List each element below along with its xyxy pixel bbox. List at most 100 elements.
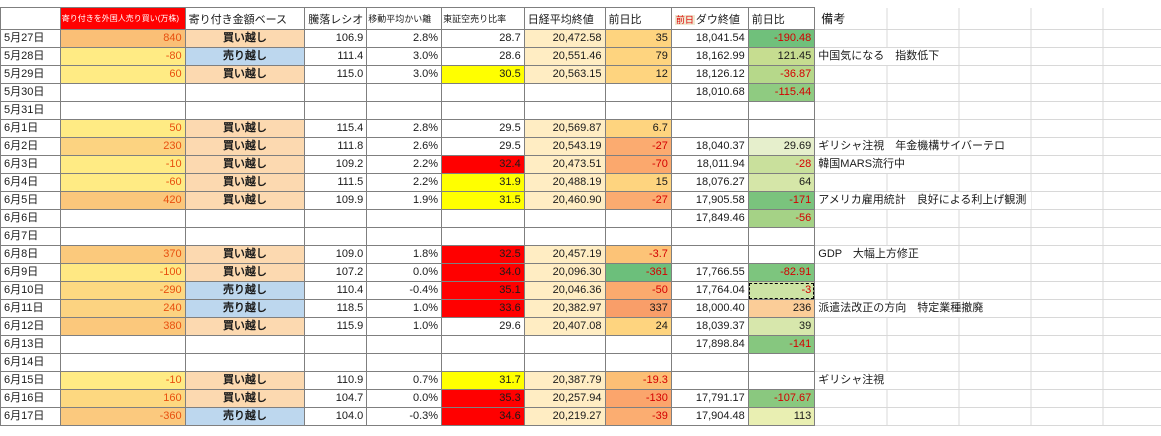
cell-nikkei[interactable]: 20,046.36 bbox=[524, 282, 605, 300]
header-foreign-flow[interactable]: 寄り付きを外国人売り買い(万株) bbox=[60, 8, 185, 30]
cell-nikkei[interactable]: 20,460.90 bbox=[524, 192, 605, 210]
cell-flow[interactable]: -60 bbox=[60, 174, 185, 192]
cell-nikkei[interactable] bbox=[524, 228, 605, 246]
cell-nikkei[interactable]: 20,563.15 bbox=[524, 66, 605, 84]
cell-nikkei[interactable] bbox=[524, 84, 605, 102]
cell-flow[interactable]: 50 bbox=[60, 120, 185, 138]
cell-date[interactable]: 6月13日 bbox=[1, 336, 61, 354]
cell-ddiff[interactable]: -171 bbox=[748, 192, 815, 210]
cell-flow[interactable]: 60 bbox=[60, 66, 185, 84]
cell-nikkei[interactable] bbox=[524, 336, 605, 354]
cell-short[interactable]: 33.6 bbox=[442, 300, 525, 318]
cell-ddiff[interactable]: -3 bbox=[748, 282, 815, 300]
cell-remark[interactable] bbox=[815, 228, 1161, 246]
cell-remark[interactable] bbox=[815, 174, 1161, 192]
cell-ddiff[interactable] bbox=[748, 372, 815, 390]
cell-flow[interactable]: 370 bbox=[60, 246, 185, 264]
header-date[interactable] bbox=[1, 8, 61, 30]
cell-ma_dev[interactable]: -0.3% bbox=[367, 408, 442, 426]
cell-ratio[interactable]: 110.9 bbox=[305, 372, 367, 390]
cell-nikkei[interactable]: 20,473.51 bbox=[524, 156, 605, 174]
cell-date[interactable]: 6月2日 bbox=[1, 138, 61, 156]
cell-remark[interactable] bbox=[815, 84, 1161, 102]
header-ma-deviation[interactable]: 移動平均かい離 bbox=[367, 8, 442, 30]
cell-basis[interactable] bbox=[185, 210, 305, 228]
cell-ddiff[interactable] bbox=[748, 246, 815, 264]
cell-nikkei[interactable]: 20,543.19 bbox=[524, 138, 605, 156]
cell-dow[interactable]: 17,849.46 bbox=[671, 210, 748, 228]
cell-ddiff[interactable]: -28 bbox=[748, 156, 815, 174]
cell-basis[interactable]: 買い越し bbox=[185, 138, 305, 156]
cell-ma_dev[interactable] bbox=[367, 228, 442, 246]
cell-dow[interactable]: 18,041.54 bbox=[671, 30, 748, 48]
cell-basis[interactable] bbox=[185, 84, 305, 102]
cell-ndiff[interactable]: 15 bbox=[605, 174, 671, 192]
cell-ma_dev[interactable]: 1.0% bbox=[367, 318, 442, 336]
cell-ma_dev[interactable]: 2.2% bbox=[367, 156, 442, 174]
cell-ratio[interactable]: 109.0 bbox=[305, 246, 367, 264]
cell-ddiff[interactable]: -141 bbox=[748, 336, 815, 354]
cell-remark[interactable] bbox=[815, 408, 1161, 426]
cell-flow[interactable]: 840 bbox=[60, 30, 185, 48]
cell-ma_dev[interactable]: 2.8% bbox=[367, 30, 442, 48]
cell-dow[interactable]: 17,791.17 bbox=[671, 390, 748, 408]
cell-date[interactable]: 6月14日 bbox=[1, 354, 61, 372]
cell-short[interactable]: 31.9 bbox=[442, 174, 525, 192]
cell-dow[interactable] bbox=[671, 228, 748, 246]
cell-flow[interactable]: 380 bbox=[60, 318, 185, 336]
cell-remark[interactable] bbox=[815, 390, 1161, 408]
cell-short[interactable] bbox=[442, 84, 525, 102]
cell-ma_dev[interactable] bbox=[367, 210, 442, 228]
cell-ratio[interactable]: 115.9 bbox=[305, 318, 367, 336]
cell-date[interactable]: 6月10日 bbox=[1, 282, 61, 300]
cell-basis[interactable]: 売り越し bbox=[185, 282, 305, 300]
cell-dow[interactable]: 17,905.58 bbox=[671, 192, 748, 210]
cell-ndiff[interactable]: -3.7 bbox=[605, 246, 671, 264]
cell-ndiff[interactable]: -70 bbox=[605, 156, 671, 174]
cell-remark[interactable] bbox=[815, 336, 1161, 354]
cell-ddiff[interactable] bbox=[748, 120, 815, 138]
cell-remark[interactable] bbox=[815, 102, 1161, 120]
cell-ratio[interactable]: 104.0 bbox=[305, 408, 367, 426]
cell-ratio[interactable] bbox=[305, 102, 367, 120]
cell-ratio[interactable] bbox=[305, 84, 367, 102]
cell-date[interactable]: 5月27日 bbox=[1, 30, 61, 48]
cell-basis[interactable]: 買い越し bbox=[185, 156, 305, 174]
cell-basis[interactable]: 買い越し bbox=[185, 318, 305, 336]
cell-ratio[interactable]: 118.5 bbox=[305, 300, 367, 318]
cell-dow[interactable]: 18,126.12 bbox=[671, 66, 748, 84]
cell-ma_dev[interactable] bbox=[367, 354, 442, 372]
cell-ma_dev[interactable] bbox=[367, 336, 442, 354]
cell-ddiff[interactable]: 64 bbox=[748, 174, 815, 192]
header-dow-diff[interactable]: 前日比 bbox=[748, 8, 815, 30]
cell-ndiff[interactable]: -19.3 bbox=[605, 372, 671, 390]
cell-date[interactable]: 6月3日 bbox=[1, 156, 61, 174]
cell-short[interactable] bbox=[442, 354, 525, 372]
header-nikkei-diff[interactable]: 前日比 bbox=[605, 8, 671, 30]
cell-ddiff[interactable]: 39 bbox=[748, 318, 815, 336]
cell-ndiff[interactable] bbox=[605, 210, 671, 228]
cell-short[interactable]: 30.5 bbox=[442, 66, 525, 84]
cell-ndiff[interactable] bbox=[605, 336, 671, 354]
cell-dow[interactable] bbox=[671, 246, 748, 264]
cell-date[interactable]: 5月28日 bbox=[1, 48, 61, 66]
cell-short[interactable]: 31.5 bbox=[442, 192, 525, 210]
cell-ratio[interactable]: 109.2 bbox=[305, 156, 367, 174]
cell-basis[interactable]: 買い越し bbox=[185, 390, 305, 408]
cell-remark[interactable] bbox=[815, 30, 1161, 48]
cell-dow[interactable]: 18,011.94 bbox=[671, 156, 748, 174]
cell-dow[interactable]: 18,010.68 bbox=[671, 84, 748, 102]
cell-remark[interactable]: GDP 大幅上方修正 bbox=[815, 246, 1161, 264]
cell-flow[interactable]: 230 bbox=[60, 138, 185, 156]
cell-ratio[interactable]: 110.4 bbox=[305, 282, 367, 300]
cell-ndiff[interactable] bbox=[605, 354, 671, 372]
cell-date[interactable]: 5月31日 bbox=[1, 102, 61, 120]
cell-flow[interactable] bbox=[60, 354, 185, 372]
cell-short[interactable]: 29.6 bbox=[442, 318, 525, 336]
cell-ndiff[interactable]: 337 bbox=[605, 300, 671, 318]
cell-nikkei[interactable]: 20,096.30 bbox=[524, 264, 605, 282]
cell-nikkei[interactable] bbox=[524, 354, 605, 372]
cell-remark[interactable]: ギリシャ注視 bbox=[815, 372, 1161, 390]
cell-remark[interactable] bbox=[815, 210, 1161, 228]
cell-dow[interactable] bbox=[671, 120, 748, 138]
